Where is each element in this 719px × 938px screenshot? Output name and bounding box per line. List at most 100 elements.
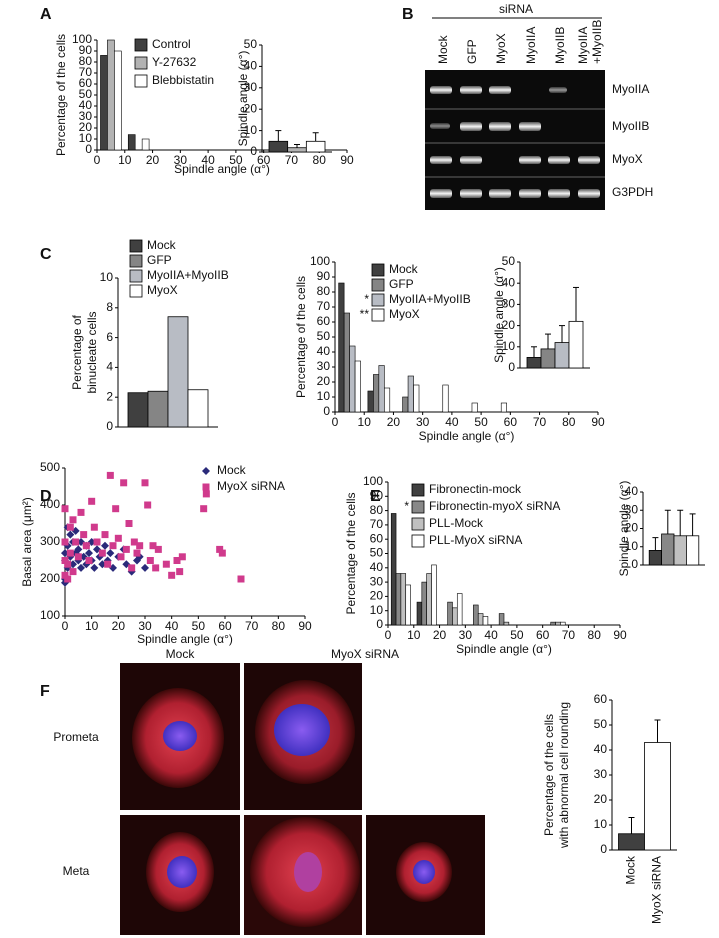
- bar: [568, 320, 584, 369]
- y-tick-label: 300: [40, 534, 60, 548]
- y-tick-label: 20: [317, 374, 331, 388]
- y-tick-label: 30: [244, 80, 258, 94]
- x-tick-label: 80: [562, 415, 576, 429]
- x-tick-label: 30: [138, 619, 152, 633]
- x-tick-label: 20: [433, 628, 447, 642]
- y-axis-label: Spindle angle (α°): [236, 51, 250, 147]
- y-tick-label: 30: [594, 767, 608, 781]
- y-tick-label: 40: [370, 560, 384, 574]
- legend-swatch: [411, 534, 425, 548]
- y-tick-label: 50: [502, 254, 516, 268]
- point: [237, 575, 245, 583]
- legend-label: Fibronectin-mock: [429, 482, 522, 496]
- bar: [686, 535, 700, 566]
- x-tick-label: 30: [459, 628, 473, 642]
- bar: [526, 356, 542, 369]
- legend-label: MyoIIA+MyoIIB: [147, 268, 229, 282]
- y-tick-label: 70: [317, 299, 331, 313]
- lane-label: MyoIIB: [553, 27, 567, 64]
- y-tick-label: 80: [79, 54, 93, 68]
- x-tick-label: 40: [201, 153, 215, 167]
- x-tick-label: 40: [165, 619, 179, 633]
- panel-label: B: [402, 6, 414, 23]
- point: [90, 523, 98, 531]
- panel-label: F: [40, 683, 50, 700]
- panel-label: C: [40, 246, 52, 263]
- y-tick-label: 10: [79, 131, 93, 145]
- lane-label: MyoIIA: [524, 27, 538, 64]
- x-tick-label: MyoX siRNA: [650, 856, 664, 924]
- point: [64, 560, 72, 568]
- y-tick-label: 30: [79, 109, 93, 123]
- lane-label: MyoX: [494, 33, 508, 64]
- gel-panel: B siRNA Mock GFP MyoX MyoIIA MyoIIB MyoI…: [402, 2, 653, 210]
- gel-band: [430, 189, 452, 198]
- x-axis-label: Spindle angle (α°): [137, 632, 233, 646]
- y-tick-label: 20: [370, 589, 384, 603]
- point: [106, 471, 114, 479]
- gel-band: [489, 122, 511, 131]
- y-tick-label: 0: [106, 419, 113, 433]
- legend-label: MyoX siRNA: [217, 479, 285, 493]
- point: [88, 497, 96, 505]
- bar: [384, 387, 391, 413]
- legend-swatch: [411, 500, 425, 514]
- legend-swatch: [129, 239, 143, 253]
- legend-swatch: [371, 278, 385, 292]
- x-tick-label: 80: [313, 153, 327, 167]
- y-tick-label: 0: [508, 360, 515, 374]
- y-tick-label: 60: [79, 76, 93, 90]
- y-tick-label: 0: [376, 617, 383, 631]
- y-tick-label: 40: [79, 98, 93, 112]
- bar: [141, 138, 150, 151]
- y-tick-label: 80: [317, 284, 331, 298]
- point: [200, 505, 208, 513]
- point: [154, 545, 162, 553]
- lane-label: GFP: [465, 39, 479, 64]
- x-tick-label: 10: [118, 153, 132, 167]
- legend-label: Y-27632: [152, 55, 197, 69]
- bar: [378, 365, 385, 413]
- legend-label: MyoX: [147, 283, 178, 297]
- bar: [482, 616, 489, 626]
- point: [82, 542, 90, 550]
- bar: [477, 613, 484, 626]
- point: [176, 568, 184, 576]
- y-tick-label: 0: [250, 144, 257, 158]
- point: [125, 520, 133, 527]
- point: [216, 545, 224, 553]
- x-tick-label: 10: [85, 619, 99, 633]
- gel-band: [430, 156, 452, 164]
- y-tick-label: 50: [79, 87, 93, 101]
- point: [77, 563, 85, 572]
- x-tick-label: 70: [533, 415, 547, 429]
- x-tick-label: 30: [174, 153, 188, 167]
- x-tick-label: 50: [510, 628, 524, 642]
- legend-swatch: [134, 38, 148, 52]
- bar: [673, 535, 687, 566]
- point: [61, 571, 69, 579]
- x-tick-label: 70: [245, 619, 259, 633]
- point: [173, 557, 181, 564]
- x-tick-label: 40: [445, 415, 459, 429]
- gel-band: [519, 156, 541, 164]
- legend-swatch: [129, 254, 143, 268]
- y-tick-label: 40: [594, 742, 608, 756]
- point: [80, 531, 88, 539]
- bar: [354, 360, 361, 413]
- y-axis-label: Percentage of the cells: [294, 276, 308, 398]
- y-axis-label: with abnormal cell rounding: [557, 702, 571, 849]
- legend-label: PLL-Mock: [429, 516, 484, 530]
- legend-label: GFP: [147, 253, 172, 267]
- legend-label: Mock: [217, 463, 247, 477]
- gel-band: [460, 189, 482, 198]
- row-label: Meta: [63, 864, 90, 878]
- y-tick-label: 50: [594, 717, 608, 731]
- y-axis-label: Percentage of the cells: [54, 34, 68, 156]
- x-tick-label: 40: [484, 628, 498, 642]
- point: [114, 534, 122, 542]
- x-tick-label: 50: [474, 415, 488, 429]
- bar: [413, 384, 420, 413]
- bar: [503, 621, 510, 626]
